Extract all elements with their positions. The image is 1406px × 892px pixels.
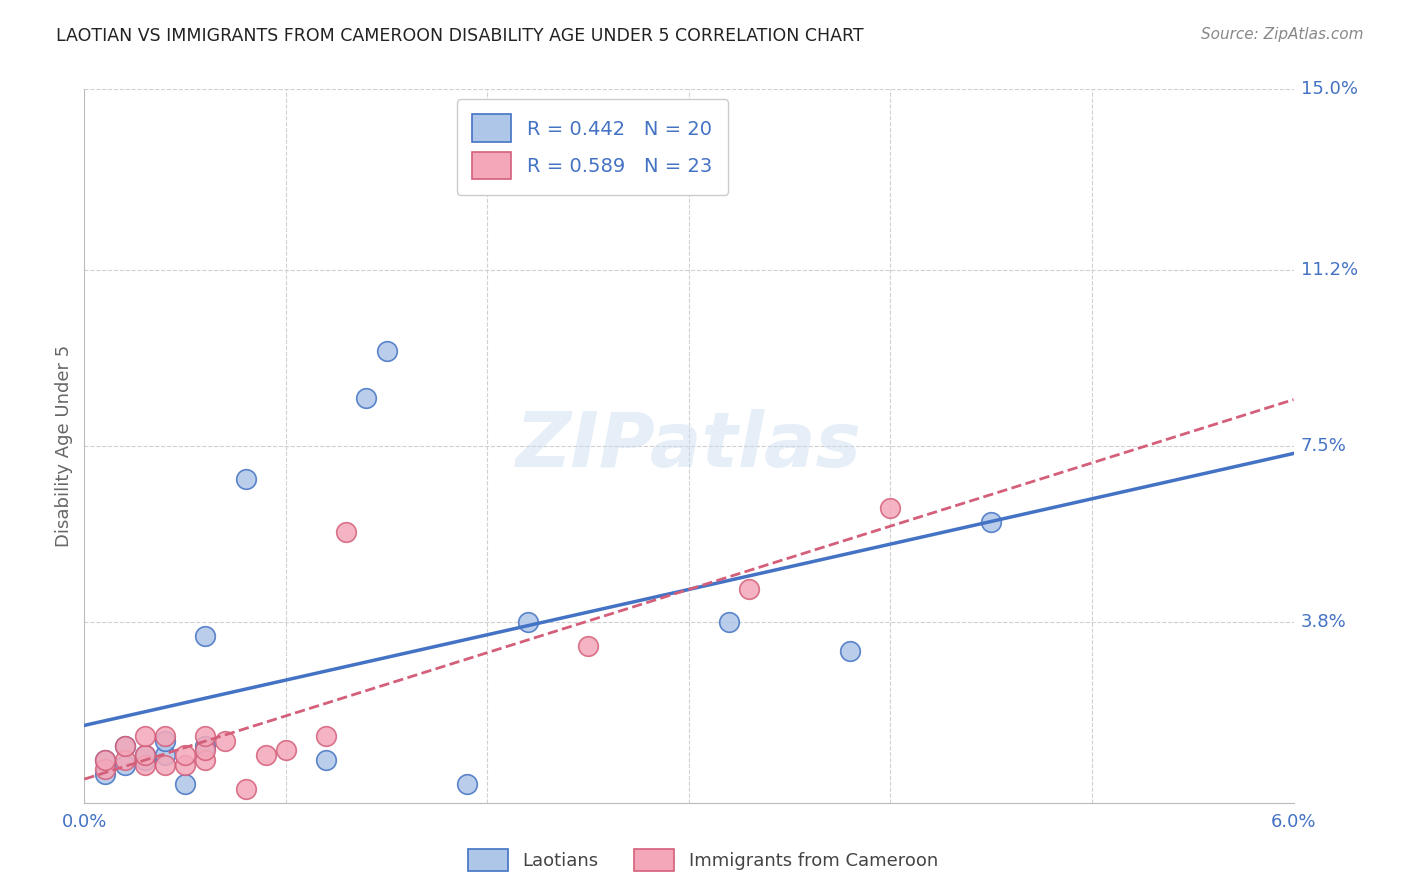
Point [114,739,136,753]
Point [174,777,197,791]
Y-axis label: Disability Age Under 5: Disability Age Under 5 [55,345,73,547]
Point [134,748,156,763]
Point [274,743,297,757]
Point [194,729,217,743]
Point [134,748,156,763]
Point [134,757,156,772]
Point [93,753,115,767]
Legend: Laotians, Immigrants from Cameroon: Laotians, Immigrants from Cameroon [461,842,945,879]
Point [194,739,217,753]
Point [93,753,115,767]
Legend: R = 0.442   N = 20, R = 0.589   N = 23: R = 0.442 N = 20, R = 0.589 N = 23 [457,99,728,194]
Point [315,729,337,743]
Text: 7.5%: 7.5% [1301,437,1347,455]
Point [194,629,217,643]
Point [214,734,236,748]
Point [114,739,136,753]
Point [153,748,176,763]
Point [335,524,357,539]
Point [174,757,197,772]
Point [134,729,156,743]
Point [153,729,176,743]
Point [879,500,901,515]
Point [375,343,398,358]
Point [235,472,257,486]
Point [114,753,136,767]
Point [153,734,176,748]
Point [456,777,478,791]
Point [254,748,277,763]
Point [134,753,156,767]
Point [194,753,217,767]
Point [516,615,538,629]
Point [174,748,197,763]
Point [718,615,741,629]
Point [839,643,862,657]
Text: 11.2%: 11.2% [1301,261,1358,279]
Text: 3.8%: 3.8% [1301,613,1347,631]
Point [738,582,761,596]
Text: Source: ZipAtlas.com: Source: ZipAtlas.com [1201,27,1364,42]
Text: LAOTIAN VS IMMIGRANTS FROM CAMEROON DISABILITY AGE UNDER 5 CORRELATION CHART: LAOTIAN VS IMMIGRANTS FROM CAMEROON DISA… [56,27,863,45]
Point [235,781,257,796]
Point [93,767,115,781]
Point [114,757,136,772]
Point [93,763,115,777]
Text: ZIPatlas: ZIPatlas [516,409,862,483]
Point [194,743,217,757]
Text: 15.0%: 15.0% [1301,80,1358,98]
Point [315,753,337,767]
Point [153,757,176,772]
Point [576,639,599,653]
Point [980,515,1002,529]
Point [356,392,378,406]
